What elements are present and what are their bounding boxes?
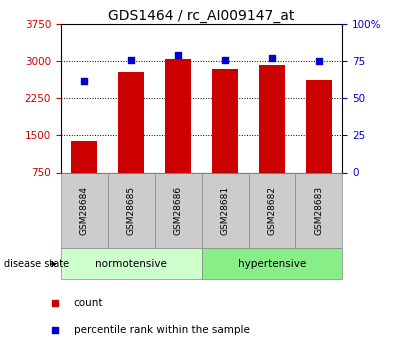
Point	[52, 328, 58, 333]
Bar	[155, 172, 202, 248]
Bar	[296, 172, 342, 248]
Point	[128, 57, 134, 62]
Bar	[108, 172, 155, 248]
Point	[52, 300, 58, 306]
Point	[269, 56, 275, 61]
Point	[175, 52, 181, 58]
Point	[81, 78, 88, 83]
Text: GSM28681: GSM28681	[221, 186, 230, 235]
Text: GSM28682: GSM28682	[268, 186, 277, 235]
Bar	[212, 69, 238, 172]
Bar	[118, 72, 144, 172]
Text: disease state: disease state	[4, 259, 69, 269]
Text: GSM28683: GSM28683	[314, 186, 323, 235]
Bar	[72, 141, 97, 172]
Text: GSM28684: GSM28684	[80, 186, 89, 235]
Text: GSM28686: GSM28686	[173, 186, 182, 235]
Bar	[202, 248, 342, 279]
Bar	[259, 65, 285, 172]
Bar	[61, 172, 108, 248]
Text: GSM28685: GSM28685	[127, 186, 136, 235]
Bar	[61, 248, 202, 279]
Text: count: count	[74, 298, 103, 308]
Title: GDS1464 / rc_AI009147_at: GDS1464 / rc_AI009147_at	[109, 9, 295, 23]
Bar	[202, 172, 249, 248]
Point	[316, 58, 322, 64]
Bar	[165, 59, 191, 172]
Text: percentile rank within the sample: percentile rank within the sample	[74, 325, 249, 335]
Point	[222, 57, 229, 62]
Bar	[249, 172, 296, 248]
Text: normotensive: normotensive	[95, 259, 167, 269]
Bar	[306, 80, 332, 172]
Text: hypertensive: hypertensive	[238, 259, 306, 269]
